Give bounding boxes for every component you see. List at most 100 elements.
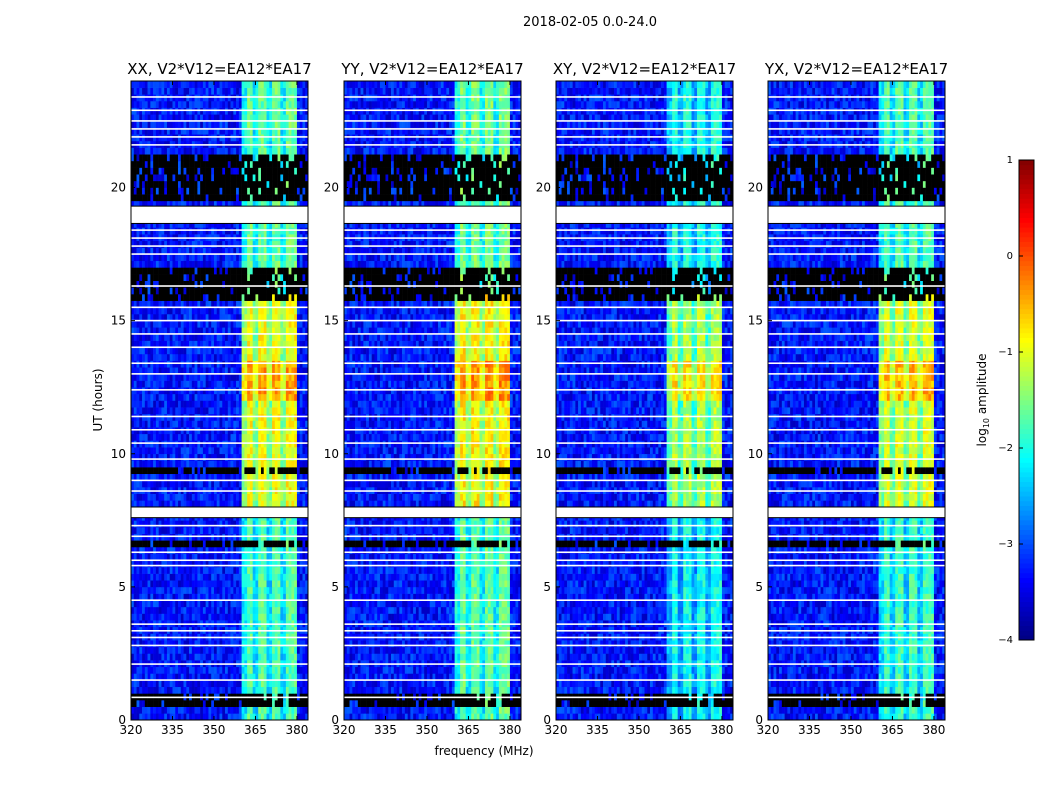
heatmap-cell (274, 360, 278, 368)
heatmap-cell (302, 380, 306, 388)
heatmap-cell (131, 353, 135, 361)
heatmap-cell (213, 480, 218, 488)
heatmap-cell (222, 274, 226, 281)
heatmap-cell (285, 340, 289, 348)
heatmap-cell (202, 546, 206, 554)
heatmap-cell (175, 600, 179, 608)
heatmap-cell (274, 380, 278, 388)
heatmap-cell (225, 526, 229, 534)
heatmap-cell (155, 347, 159, 355)
heatmap-cell (247, 553, 251, 561)
heatmap-cell (222, 640, 226, 648)
heatmap-cell (161, 220, 165, 228)
heatmap-cell (255, 393, 259, 401)
heatmap-cell (277, 533, 281, 541)
heatmap-cell (266, 566, 270, 574)
heatmap-cell (222, 566, 226, 574)
heatmap-cell (166, 353, 171, 361)
heatmap-cell (153, 327, 157, 335)
heatmap-cell (236, 413, 240, 421)
heatmap-cell (252, 606, 256, 614)
heatmap-cell (285, 447, 289, 455)
heatmap-cell (131, 713, 135, 721)
heatmap-cell (305, 313, 309, 321)
heatmap-cell (144, 260, 148, 268)
heatmap-cell (133, 546, 137, 554)
heatmap-cell (183, 653, 187, 661)
heatmap-cell (288, 393, 292, 401)
heatmap-cell (258, 573, 262, 581)
heatmap-cell (175, 520, 179, 528)
heatmap-cell (139, 467, 143, 475)
heatmap-cell (285, 453, 289, 461)
heatmap-cell (180, 274, 184, 281)
heatmap-cell (258, 333, 262, 341)
heatmap-cell (169, 480, 173, 488)
heatmap-cell (291, 526, 295, 534)
heatmap-cell (150, 367, 154, 375)
heatmap-cell (142, 260, 146, 268)
heatmap-cell (283, 546, 287, 554)
heatmap-cell (288, 453, 292, 461)
heatmap-cell (299, 393, 303, 401)
heatmap-cell (213, 294, 218, 301)
heatmap-cell (266, 533, 270, 541)
heatmap-cell (183, 294, 187, 301)
heatmap-cell (249, 706, 253, 714)
heatmap-cell (178, 520, 182, 528)
heatmap-cell (180, 373, 184, 381)
heatmap-cell (255, 313, 259, 321)
heatmap-cell (258, 294, 262, 301)
heatmap-cell (302, 480, 306, 488)
heatmap-cell (139, 666, 143, 674)
heatmap-cell (136, 493, 140, 501)
heatmap-cell (144, 433, 148, 441)
heatmap-cell (280, 380, 284, 388)
heatmap-cell (175, 540, 179, 548)
heatmap-cell (247, 447, 251, 455)
heatmap-cell (305, 493, 309, 501)
heatmap-cell (197, 453, 201, 461)
heatmap-cell (225, 333, 229, 341)
heatmap-cell (302, 640, 306, 648)
heatmap-cell (230, 367, 234, 375)
heatmap-cell (269, 413, 273, 421)
heatmap-cell (180, 646, 184, 654)
heatmap-cell (227, 254, 231, 262)
heatmap-cell (164, 686, 168, 694)
heatmap-cell (296, 640, 301, 648)
heatmap-cell (269, 473, 273, 481)
heatmap-cell (302, 613, 306, 621)
heatmap-cell (139, 440, 143, 448)
heatmap-cell (161, 287, 165, 295)
heatmap-cell (302, 313, 306, 321)
heatmap-cell (208, 473, 212, 481)
heatmap-cell (183, 200, 187, 208)
heatmap-cell (150, 493, 154, 501)
heatmap-cell (139, 593, 143, 601)
heatmap-cell (260, 333, 265, 341)
heatmap-cell (305, 680, 309, 688)
heatmap-cell (266, 240, 270, 248)
heatmap-cell (186, 247, 190, 255)
heatmap-cell (227, 300, 231, 308)
heatmap-cell (147, 500, 151, 508)
heatmap-cell (213, 526, 218, 534)
heatmap-cell (294, 480, 298, 488)
heatmap-cell (238, 586, 242, 594)
heatmap-cell (197, 480, 201, 488)
heatmap-cell (194, 313, 198, 321)
heatmap-cell (305, 686, 309, 694)
heatmap-cell (299, 453, 303, 461)
heatmap-cell (272, 307, 276, 315)
heatmap-cell (150, 553, 154, 561)
heatmap-cell (222, 673, 226, 681)
heatmap-cell (211, 606, 215, 614)
heatmap-cell (191, 347, 195, 355)
heatmap-cell (266, 254, 270, 262)
heatmap-cell (194, 307, 198, 315)
heatmap-cell (277, 340, 281, 348)
heatmap-cell (131, 473, 135, 481)
heatmap-cell (241, 653, 245, 661)
heatmap-cell (144, 313, 148, 321)
